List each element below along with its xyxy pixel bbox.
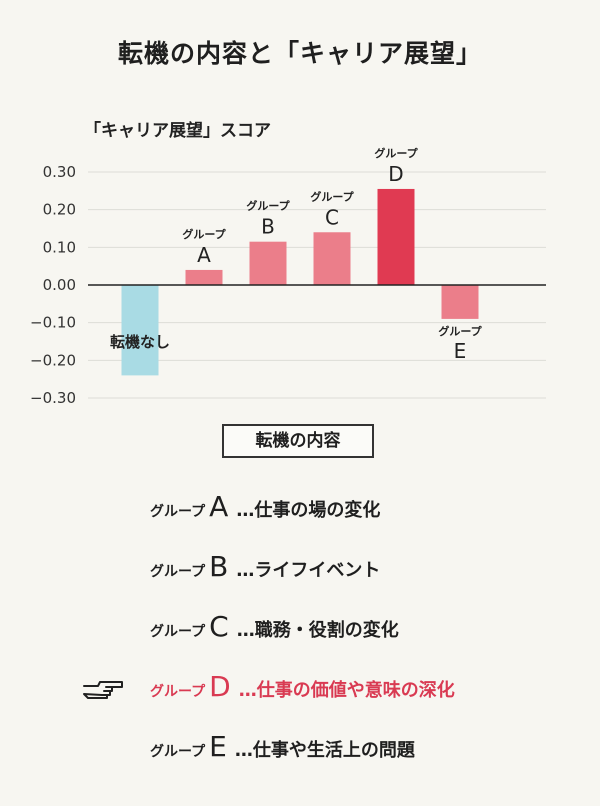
bar-letter-label: A <box>197 243 211 267</box>
legend-desc: …仕事の価値や意味の深化 <box>238 680 455 701</box>
legend-letter: B <box>209 550 229 583</box>
bar <box>121 285 159 376</box>
bar-letter-label: E <box>454 339 467 363</box>
legend-group-label: グループ <box>150 744 206 760</box>
y-tick-label: 0.20 <box>43 201 76 219</box>
bar <box>249 241 287 285</box>
legend-item-d: グループ D …仕事の価値や意味の深化 <box>150 670 455 710</box>
bar-group-label: グループ <box>310 189 354 203</box>
y-tick-label: −0.30 <box>30 389 76 407</box>
legend-desc: …仕事や生活上の問題 <box>234 740 415 761</box>
y-tick-label: −0.20 <box>30 351 76 369</box>
legend-group-label: グループ <box>150 564 206 580</box>
legend-letter: E <box>209 730 227 763</box>
legend-group-label: グループ <box>150 624 206 640</box>
bar-group-label: グループ <box>438 324 482 338</box>
bar <box>185 269 223 285</box>
y-tick-label: 0.30 <box>43 163 76 181</box>
bar <box>377 188 415 285</box>
legend-item-c: グループ C …職務・役割の変化 <box>150 610 399 650</box>
y-tick-label: −0.10 <box>30 314 76 332</box>
bar-group-label: グループ <box>246 199 290 213</box>
legend-item-a: グループ A …仕事の場の変化 <box>150 490 380 530</box>
y-tick-label: 0.10 <box>43 238 76 256</box>
pointing-hand-icon <box>83 681 123 699</box>
y-tick-label: 0.00 <box>43 276 76 294</box>
legend-letter: C <box>209 610 229 643</box>
legend-item-b: グループ B …ライフイベント <box>150 550 380 590</box>
legend-desc: …職務・役割の変化 <box>236 620 399 641</box>
x-axis-label: 転機の内容 <box>222 424 374 458</box>
bar <box>313 232 351 285</box>
bar-category-label: 転機なし <box>110 333 170 351</box>
legend-letter: A <box>209 490 229 523</box>
chart-title: 転機の内容と「キャリア展望」 <box>117 39 482 68</box>
legend-letter: D <box>209 670 231 703</box>
bar-letter-label: B <box>261 215 275 239</box>
legend-group-label: グループ <box>150 684 206 700</box>
bar-letter-label: C <box>325 205 339 229</box>
y-axis-label: 「キャリア展望」スコア <box>84 120 271 141</box>
bar <box>441 285 479 319</box>
legend-desc: …仕事の場の変化 <box>236 500 381 521</box>
legend-desc: …ライフイベント <box>236 560 381 581</box>
bar-letter-label: D <box>388 162 403 186</box>
legend-item-e: グループ E …仕事や生活上の問題 <box>150 730 415 770</box>
bar-group-label: グループ <box>374 146 418 160</box>
bar-chart: 「キャリア展望」スコア 0.30 0.20 0.10 0.00 −0.10 −0.20 −0.… <box>0 110 600 420</box>
bar-group-label: グループ <box>182 227 226 241</box>
chart-svg: 「キャリア展望」スコア 0.30 0.20 0.10 0.00 −0.10 −0.20 −0.… <box>30 120 546 407</box>
legend-group-label: グループ <box>150 504 206 520</box>
